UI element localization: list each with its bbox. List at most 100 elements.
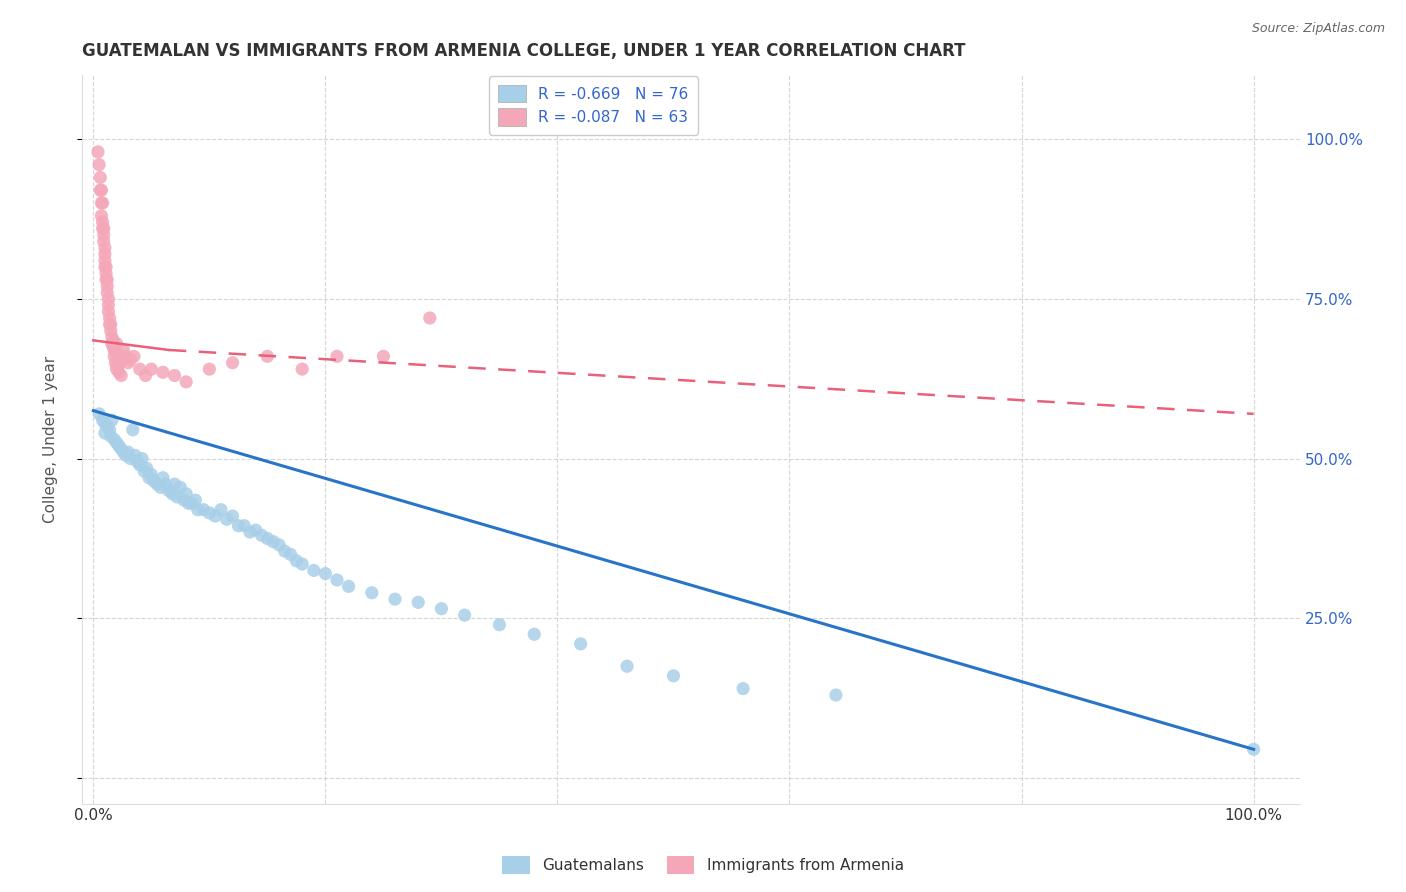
Point	[141, 467, 163, 482]
Point	[1243, 742, 1265, 756]
Point	[114, 449, 136, 463]
Point	[91, 221, 114, 235]
Point	[122, 349, 145, 363]
Point	[360, 586, 382, 600]
Point	[96, 285, 118, 300]
Point	[94, 425, 117, 440]
Point	[157, 483, 180, 498]
Point	[135, 461, 157, 475]
Point	[228, 518, 250, 533]
Point	[112, 343, 135, 357]
Point	[90, 183, 112, 197]
Point	[97, 304, 120, 318]
Point	[384, 592, 406, 607]
Point	[187, 502, 209, 516]
Point	[94, 260, 117, 274]
Point	[103, 343, 125, 357]
Point	[163, 368, 186, 383]
Point	[110, 368, 132, 383]
Point	[108, 356, 131, 370]
Point	[108, 365, 131, 379]
Point	[326, 573, 349, 587]
Point	[103, 349, 125, 363]
Point	[120, 352, 142, 367]
Point	[94, 273, 117, 287]
Legend: R = -0.669   N = 76, R = -0.087   N = 63: R = -0.669 N = 76, R = -0.087 N = 63	[489, 76, 697, 136]
Point	[107, 359, 129, 373]
Point	[112, 445, 135, 459]
Point	[100, 318, 122, 332]
Point	[93, 221, 115, 235]
Point	[267, 538, 290, 552]
Point	[94, 241, 117, 255]
Point	[326, 349, 349, 363]
Point	[256, 349, 278, 363]
Point	[101, 336, 124, 351]
Point	[314, 566, 336, 581]
Y-axis label: College, Under 1 year: College, Under 1 year	[44, 356, 58, 523]
Point	[198, 362, 221, 376]
Point	[91, 215, 114, 229]
Point	[169, 480, 191, 494]
Point	[291, 362, 314, 376]
Point	[117, 356, 139, 370]
Point	[523, 627, 546, 641]
Point	[91, 196, 114, 211]
Point	[616, 659, 638, 673]
Point	[114, 349, 136, 363]
Point	[100, 324, 122, 338]
Point	[124, 449, 146, 463]
Point	[120, 451, 142, 466]
Point	[94, 260, 117, 274]
Point	[96, 419, 118, 434]
Point	[302, 563, 325, 577]
Point	[245, 523, 267, 537]
Point	[198, 506, 221, 520]
Point	[93, 227, 115, 242]
Point	[94, 417, 117, 431]
Point	[96, 273, 118, 287]
Point	[256, 532, 278, 546]
Point	[453, 608, 475, 623]
Point	[108, 439, 131, 453]
Point	[105, 362, 128, 376]
Point	[128, 362, 150, 376]
Point	[89, 183, 111, 197]
Point	[285, 554, 308, 568]
Text: GUATEMALAN VS IMMIGRANTS FROM ARMENIA COLLEGE, UNDER 1 YEAR CORRELATION CHART: GUATEMALAN VS IMMIGRANTS FROM ARMENIA CO…	[82, 42, 966, 60]
Point	[89, 170, 111, 185]
Point	[569, 637, 592, 651]
Point	[101, 413, 124, 427]
Point	[152, 365, 174, 379]
Point	[98, 311, 121, 326]
Point	[134, 464, 156, 478]
Legend: Guatemalans, Immigrants from Armenia: Guatemalans, Immigrants from Armenia	[496, 850, 910, 880]
Point	[135, 368, 157, 383]
Point	[111, 349, 134, 363]
Point	[166, 490, 188, 504]
Point	[117, 445, 139, 459]
Point	[101, 340, 124, 354]
Point	[204, 509, 226, 524]
Point	[181, 496, 204, 510]
Point	[97, 292, 120, 306]
Point	[97, 298, 120, 312]
Point	[89, 158, 111, 172]
Point	[98, 423, 121, 437]
Point	[93, 235, 115, 249]
Point	[127, 455, 149, 469]
Point	[215, 512, 238, 526]
Point	[152, 471, 174, 485]
Point	[138, 471, 160, 485]
Point	[100, 429, 122, 443]
Point	[221, 356, 243, 370]
Point	[110, 442, 132, 456]
Point	[160, 487, 183, 501]
Point	[90, 196, 112, 211]
Point	[104, 356, 127, 370]
Point	[184, 493, 207, 508]
Point	[337, 579, 360, 593]
Point	[141, 362, 163, 376]
Point	[105, 336, 128, 351]
Point	[146, 477, 169, 491]
